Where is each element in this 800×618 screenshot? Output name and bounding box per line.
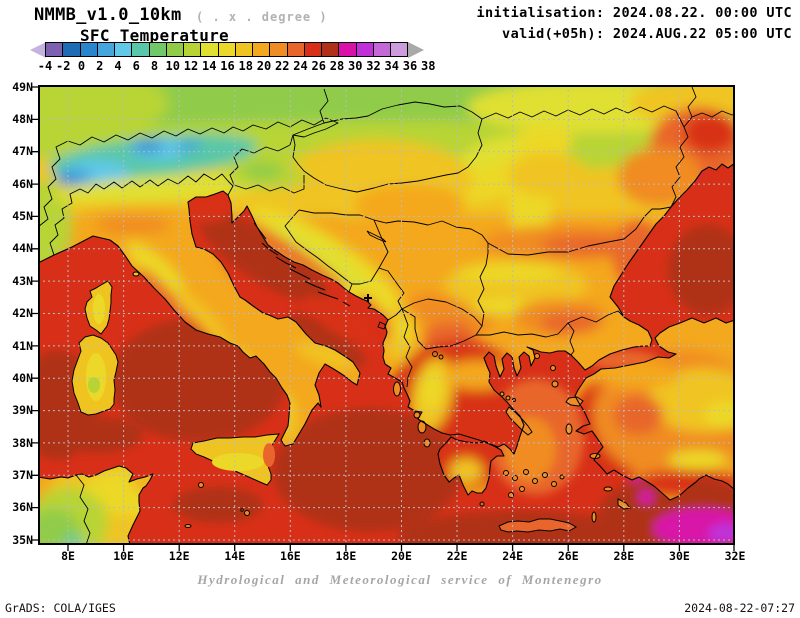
colorbar-tick-label: 24 (293, 59, 308, 73)
colorbar-segment (355, 42, 374, 57)
lat-label: 42N (12, 306, 33, 321)
model-subtitle: ( . x . degree ) (196, 10, 328, 24)
colorbar-tick-label: 36 (402, 59, 418, 73)
field-title: SFC Temperature (80, 26, 229, 45)
creation-timestamp: 2024-08-22-07:27 (684, 601, 795, 615)
colorbar-segment (165, 42, 184, 57)
colorbar-segment (62, 42, 81, 57)
lon-label: 18E (335, 549, 357, 563)
colorbar-segment (338, 42, 357, 57)
map-frame (38, 85, 735, 545)
lat-label: 44N (12, 241, 33, 256)
lat-label: 48N (12, 112, 33, 127)
colorbar-segment (234, 42, 253, 57)
map-canvas (30, 85, 735, 552)
lat-label: 35N (12, 532, 33, 547)
colorbar-segment (183, 42, 202, 57)
lon-label: 8E (61, 549, 75, 563)
colorbar-tick-labels: -4 -2 0 2 4 6 8 10 12 14 16 18 20 22 24 26 28 30 32 34 36 38 (30, 59, 450, 73)
temperature-colorbar (30, 41, 425, 58)
colorbar-segment (217, 42, 236, 57)
colorbar-tick-label: 28 (329, 59, 345, 73)
colorbar-right-arrow-icon (408, 41, 425, 58)
colorbar-tick-label: 0 (77, 59, 86, 73)
colorbar-tick-label: -2 (56, 59, 71, 73)
lat-label: 38N (12, 435, 33, 450)
colorbar-tick-label: 10 (165, 59, 180, 73)
lon-label: 30E (669, 549, 690, 563)
initialisation-line: initialisation: 2024.08.22. 00:00 UTC (476, 5, 792, 21)
colorbar-segment (96, 42, 115, 57)
colorbar-tick-label: 20 (256, 59, 272, 73)
colorbar-tick-label: 2 (96, 59, 104, 73)
colorbar-tick-label: 32 (366, 59, 381, 73)
colorbar-segment (45, 42, 64, 57)
lon-label: 16E (279, 549, 301, 563)
colorbar-tick-label: 18 (238, 59, 253, 73)
axis-ticks (32, 86, 735, 551)
lat-label: 36N (12, 500, 33, 515)
colorbar-tick-label: 14 (202, 59, 217, 73)
sea-field (38, 163, 735, 545)
colorbar-tick-label: 26 (311, 59, 326, 73)
colorbar-segment (79, 42, 98, 57)
lon-label: 12E (168, 549, 190, 563)
station-marker (364, 294, 372, 302)
colorbar-segment (131, 42, 150, 57)
lat-label: 41N (12, 338, 33, 353)
lat-label: 39N (12, 403, 33, 418)
lat-label: 40N (12, 370, 33, 385)
lat-label: 49N (12, 79, 33, 94)
country-borders (38, 86, 735, 545)
lon-label: 32E (724, 549, 746, 563)
lon-label: 10E (113, 549, 134, 563)
colorbar-tick-label: 34 (384, 59, 399, 73)
colorbar-segment (148, 42, 167, 57)
lon-label: 26E (557, 549, 579, 563)
graticule-grid (38, 85, 735, 545)
colorbar-segment (286, 42, 305, 57)
colorbar-segment (390, 42, 409, 57)
adriatic-islands-lines (253, 222, 351, 307)
colorbar-segment (269, 42, 288, 57)
lon-label: 24E (502, 549, 524, 563)
colorbar-segments (45, 42, 409, 57)
colorbar-segment (200, 42, 219, 57)
colorbar-segment (321, 42, 340, 57)
lat-label: 45N (12, 209, 33, 224)
colorbar-tick-label: 38 (421, 59, 436, 73)
colorbar-segment (372, 42, 391, 57)
lakes (366, 230, 444, 360)
colorbar-tick-label: 6 (132, 59, 140, 73)
lon-label: 14E (224, 549, 246, 563)
lon-label: 28E (613, 549, 635, 563)
colorbar-tick-label: 30 (348, 59, 363, 73)
model-title: NMMB_v1.0_10km (34, 5, 182, 25)
colorbar-tick-label: 16 (220, 59, 235, 73)
colorbar-tick-label: 12 (183, 59, 199, 73)
colorbar-tick-label: 8 (150, 59, 159, 73)
lon-label: 20E (391, 549, 412, 563)
colorbar-segment (252, 42, 271, 57)
colorbar-tick-label: 22 (275, 59, 290, 73)
lat-label: 43N (12, 273, 33, 288)
colorbar-segment (114, 42, 133, 57)
attribution-text: Hydrological and Meteorological service … (197, 572, 603, 587)
lat-label: 47N (12, 144, 33, 159)
colorbar-left-arrow-icon (30, 41, 46, 58)
colorbar-segment (303, 42, 322, 57)
lat-label: 37N (12, 467, 33, 482)
grads-credit: GrADS: COLA/IGES (5, 601, 116, 615)
colorbar-tick-label: 4 (114, 59, 122, 73)
lon-label: 22E (446, 549, 468, 563)
valid-line: valid(+05h): 2024.AUG.22 05:00 UTC (502, 26, 792, 42)
lat-label: 46N (12, 176, 33, 191)
colorbar-tick-label: -4 (37, 59, 53, 73)
